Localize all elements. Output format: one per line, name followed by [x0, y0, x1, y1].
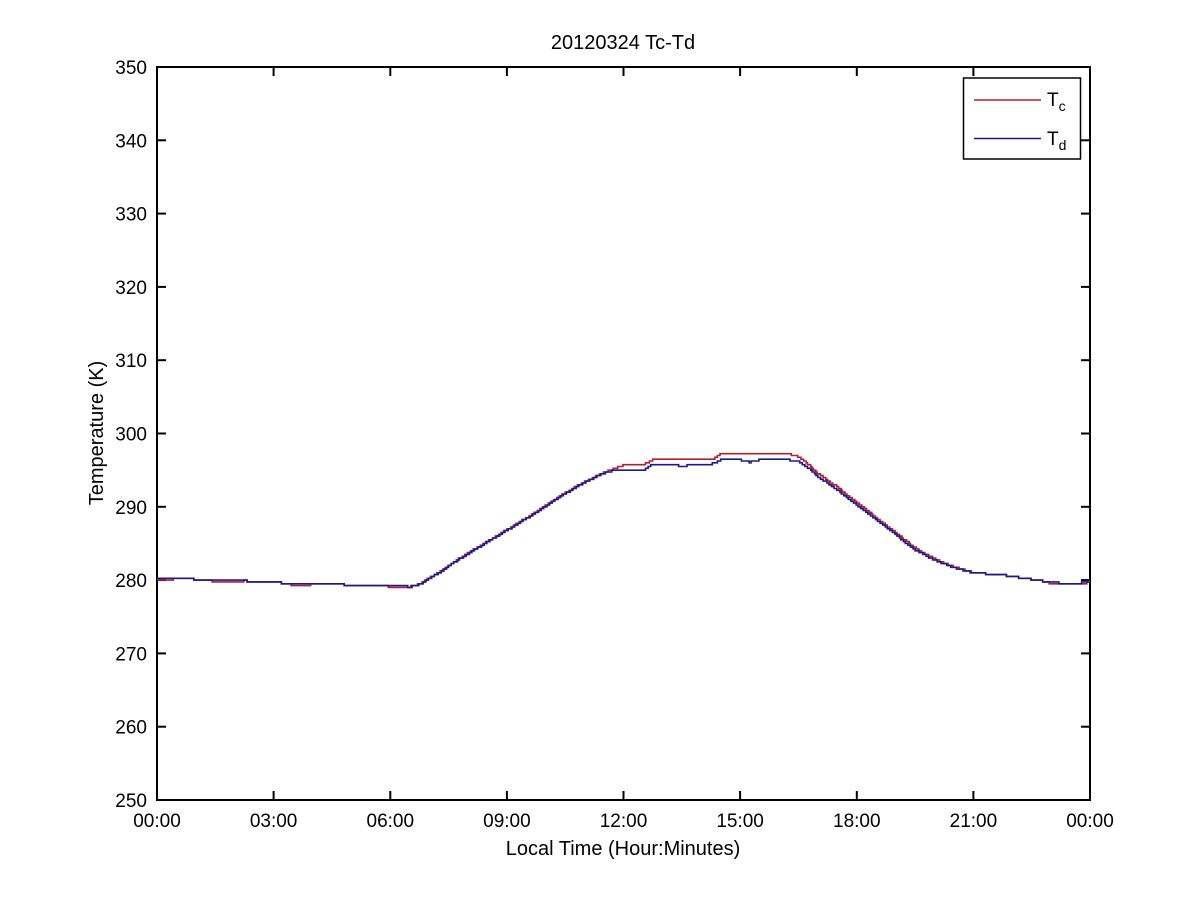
series-line-td [157, 458, 1090, 589]
y-tick-label: 260 [115, 718, 147, 739]
x-axis-label: Local Time (Hour:Minutes) [506, 838, 741, 860]
x-tick-label: 18:00 [833, 811, 881, 832]
y-tick-label: 300 [115, 425, 147, 446]
y-tick-label: 350 [115, 58, 147, 79]
legend-label-td: Td [1047, 129, 1066, 153]
legend-box [962, 77, 1082, 160]
x-tick-label: 15:00 [716, 811, 764, 832]
y-tick-label: 310 [115, 351, 147, 372]
y-tick-label: 340 [115, 131, 147, 152]
y-tick-label: 320 [115, 278, 147, 299]
x-tick-label: 09:00 [483, 811, 531, 832]
series-line-tc [157, 452, 1090, 589]
y-tick-label: 330 [115, 205, 147, 226]
legend-label-tc: Tc [1047, 90, 1066, 114]
x-tick-label: 00:00 [1066, 811, 1114, 832]
y-axis-label: Temperature (K) [86, 361, 108, 506]
chart-title: 20120324 Tc-Td [551, 32, 695, 54]
y-tick-label: 280 [115, 571, 147, 592]
x-tick-label: 00:00 [133, 811, 181, 832]
y-tick-label: 270 [115, 644, 147, 665]
axes-ticks: 00:00 03:00 06:00 09:00 12:00 15:00 18:00 21:00… [115, 58, 1113, 832]
y-tick-label: 250 [115, 791, 147, 812]
x-tick-label: 03:00 [250, 811, 298, 832]
x-tick-label: 12:00 [600, 811, 648, 832]
legend: Tc Td [962, 77, 1082, 160]
data-series [157, 452, 1090, 589]
x-tick-label: 06:00 [367, 811, 415, 832]
plot-box [156, 66, 1091, 801]
x-tick-label: 21:00 [950, 811, 998, 832]
y-tick-label: 290 [115, 498, 147, 519]
